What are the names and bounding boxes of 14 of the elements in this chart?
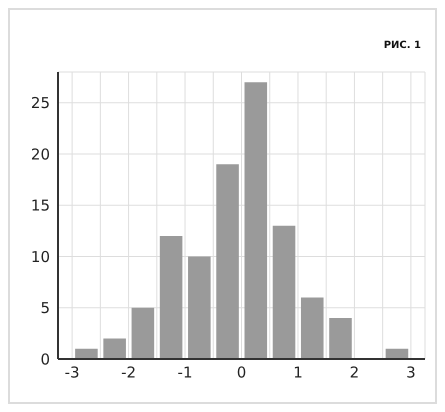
x-tick-label: 3 (406, 364, 416, 382)
y-tick-label: 15 (30, 196, 50, 215)
x-tick-label: 1 (293, 364, 303, 382)
x-tick-label: -3 (64, 364, 80, 382)
y-tick-label: 25 (30, 94, 50, 112)
y-tick-label: 5 (40, 299, 50, 318)
chart-title: РИС. 1 (384, 40, 421, 51)
x-tick-label: -2 (121, 364, 136, 382)
y-tick-label: 10 (30, 248, 50, 266)
y-tick-label: 20 (30, 145, 50, 164)
x-tick-label: 0 (236, 364, 246, 382)
x-tick-label: -1 (178, 364, 193, 382)
x-tick-label: 2 (350, 364, 360, 382)
y-tick-label: 0 (40, 350, 50, 368)
